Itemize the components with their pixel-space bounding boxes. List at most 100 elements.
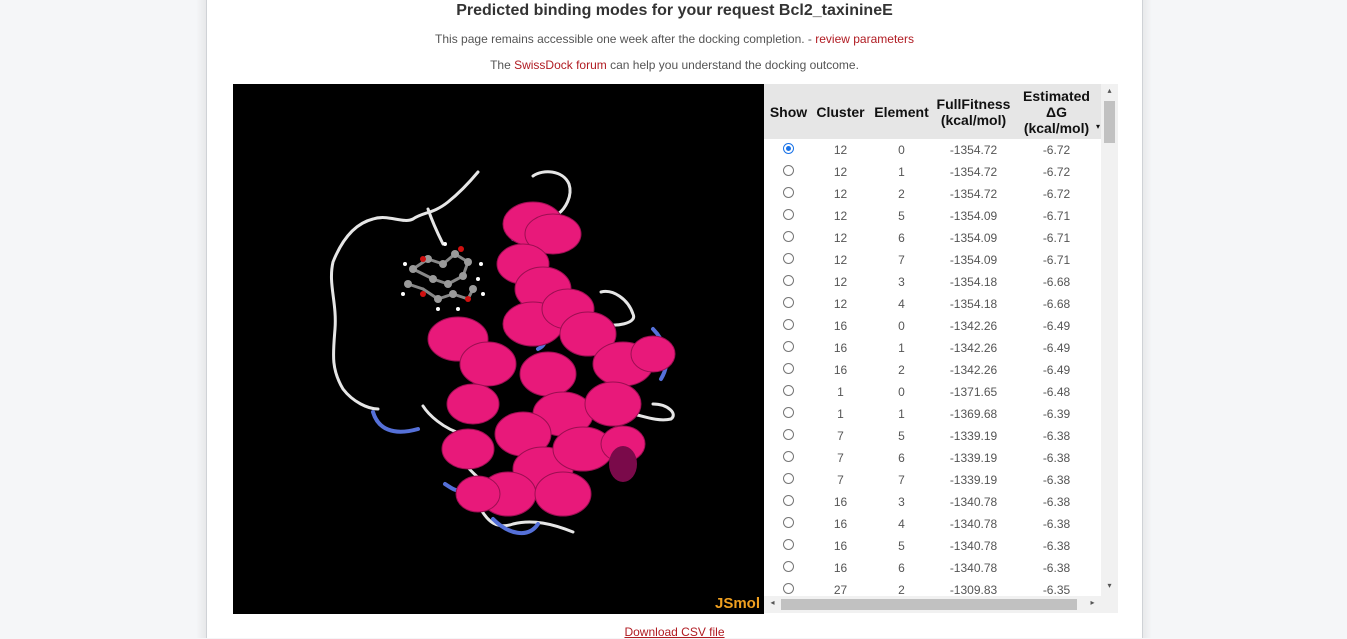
swissdock-forum-link[interactable]: SwissDock forum xyxy=(514,58,607,72)
show-radio-button[interactable] xyxy=(783,187,794,198)
show-radio-button[interactable] xyxy=(783,517,794,528)
fullfitness-cell: -1340.78 xyxy=(949,539,998,553)
show-cell xyxy=(764,539,813,553)
table-row[interactable]: 16 6 -1340.78 -6.38 xyxy=(764,557,1101,579)
cluster-cell: 7 xyxy=(837,473,844,487)
vertical-scroll-thumb[interactable] xyxy=(1104,101,1115,143)
element-cell: 6 xyxy=(898,231,905,245)
show-radio-button[interactable] xyxy=(783,429,794,440)
show-radio-button[interactable] xyxy=(783,539,794,550)
estimated-dg-cell: -6.49 xyxy=(1042,341,1071,355)
estimated-dg-cell: -6.71 xyxy=(1042,231,1071,245)
estimated-dg-cell: -6.38 xyxy=(1042,429,1071,443)
scroll-left-arrow-icon[interactable]: ◂ xyxy=(770,598,775,607)
table-row[interactable]: 12 0 -1354.72 -6.72 xyxy=(764,139,1101,161)
show-radio-button[interactable] xyxy=(783,341,794,352)
table-row[interactable]: 7 5 -1339.19 -6.38 xyxy=(764,425,1101,447)
show-cell xyxy=(764,363,813,377)
fullfitness-cell: -1342.26 xyxy=(949,319,998,333)
estimated-dg-cell: -6.49 xyxy=(1042,363,1071,377)
table-row[interactable]: 1 0 -1371.65 -6.48 xyxy=(764,381,1101,403)
cluster-cell: 12 xyxy=(833,253,848,267)
table-row[interactable]: 16 1 -1342.26 -6.49 xyxy=(764,337,1101,359)
review-parameters-link[interactable]: review parameters xyxy=(815,32,914,46)
show-cell xyxy=(764,473,813,487)
horizontal-scroll-thumb[interactable] xyxy=(781,599,1077,610)
cluster-cell: 27 xyxy=(833,583,848,597)
show-cell xyxy=(764,253,813,267)
show-radio-button[interactable] xyxy=(783,297,794,308)
table-row[interactable]: 12 6 -1354.09 -6.71 xyxy=(764,227,1101,249)
table-row[interactable]: 1 1 -1369.68 -6.39 xyxy=(764,403,1101,425)
table-row[interactable]: 16 4 -1340.78 -6.38 xyxy=(764,513,1101,535)
cluster-cell: 16 xyxy=(833,561,848,575)
element-cell: 3 xyxy=(898,275,905,289)
show-radio-button[interactable] xyxy=(783,319,794,330)
fullfitness-cell: -1354.18 xyxy=(949,275,998,289)
table-row[interactable]: 12 2 -1354.72 -6.72 xyxy=(764,183,1101,205)
scroll-right-arrow-icon[interactable]: ▸ xyxy=(1090,598,1095,607)
show-radio-button[interactable] xyxy=(783,253,794,264)
show-radio-button[interactable] xyxy=(783,143,794,154)
table-row[interactable]: 16 2 -1342.26 -6.49 xyxy=(764,359,1101,381)
show-radio-button[interactable] xyxy=(783,407,794,418)
show-radio-button[interactable] xyxy=(783,561,794,572)
horizontal-scrollbar[interactable]: ◂ ▸ xyxy=(764,596,1118,613)
table-row[interactable]: 7 7 -1339.19 -6.38 xyxy=(764,469,1101,491)
column-header-show[interactable]: Show xyxy=(769,103,808,120)
jsmol-viewer[interactable]: JSmol xyxy=(233,84,764,614)
show-radio-button[interactable] xyxy=(783,363,794,374)
table-row[interactable]: 12 4 -1354.18 -6.68 xyxy=(764,293,1101,315)
estimated-dg-cell: -6.38 xyxy=(1042,473,1071,487)
show-radio-button[interactable] xyxy=(783,275,794,286)
column-header-element[interactable]: Element xyxy=(874,103,929,120)
element-cell: 2 xyxy=(898,363,905,377)
table-row[interactable]: 27 2 -1309.83 -6.35 xyxy=(764,579,1101,601)
cluster-cell: 16 xyxy=(833,319,848,333)
scroll-up-arrow-icon[interactable]: ▴ xyxy=(1107,86,1112,95)
table-row[interactable]: 7 6 -1339.19 -6.38 xyxy=(764,447,1101,469)
table-row[interactable]: 12 5 -1354.09 -6.71 xyxy=(764,205,1101,227)
results-page: Predicted binding modes for your request… xyxy=(206,0,1143,639)
show-radio-button[interactable] xyxy=(783,583,794,594)
element-cell: 5 xyxy=(898,209,905,223)
show-radio-button[interactable] xyxy=(783,385,794,396)
cluster-cell: 16 xyxy=(833,495,848,509)
column-header-cluster[interactable]: Cluster xyxy=(816,103,865,120)
protein-structure-render xyxy=(329,170,676,535)
cluster-cell: 16 xyxy=(833,539,848,553)
estimated-dg-cell: -6.71 xyxy=(1042,253,1071,267)
element-cell: 3 xyxy=(898,495,905,509)
show-radio-button[interactable] xyxy=(783,165,794,176)
column-header-estimated-dg[interactable]: Estimated ΔG (kcal/mol) xyxy=(1012,84,1101,139)
estimated-dg-cell: -6.68 xyxy=(1042,297,1071,311)
table-row[interactable]: 16 3 -1340.78 -6.38 xyxy=(764,491,1101,513)
table-row[interactable]: 16 0 -1342.26 -6.49 xyxy=(764,315,1101,337)
scroll-down-arrow-icon[interactable]: ▾ xyxy=(1107,581,1112,590)
table-row[interactable]: 12 3 -1354.18 -6.68 xyxy=(764,271,1101,293)
cluster-cell: 16 xyxy=(833,363,848,377)
fullfitness-cell: -1342.26 xyxy=(949,341,998,355)
element-cell: 6 xyxy=(898,561,905,575)
table-row[interactable]: 16 5 -1340.78 -6.38 xyxy=(764,535,1101,557)
table-row[interactable]: 12 7 -1354.09 -6.71 xyxy=(764,249,1101,271)
estimated-dg-cell: -6.38 xyxy=(1042,539,1071,553)
table-row[interactable]: 12 1 -1354.72 -6.72 xyxy=(764,161,1101,183)
show-cell xyxy=(764,275,813,289)
vertical-scrollbar[interactable]: ▴ ▾ xyxy=(1101,84,1118,596)
binding-modes-table: Show Cluster Element FullFitness (kcal/m… xyxy=(764,84,1118,614)
show-radio-button[interactable] xyxy=(783,473,794,484)
show-cell xyxy=(764,319,813,333)
show-radio-button[interactable] xyxy=(783,451,794,462)
estimated-dg-cell: -6.48 xyxy=(1042,385,1071,399)
show-radio-button[interactable] xyxy=(783,231,794,242)
show-cell xyxy=(764,187,813,201)
show-cell xyxy=(764,385,813,399)
fullfitness-cell: -1354.18 xyxy=(949,297,998,311)
download-csv-link[interactable]: Download CSV file xyxy=(624,625,725,639)
estimated-dg-cell: -6.49 xyxy=(1042,319,1071,333)
column-header-fullfitness[interactable]: FullFitness (kcal/mol) xyxy=(935,84,1012,139)
estimated-dg-cell: -6.71 xyxy=(1042,209,1071,223)
show-radio-button[interactable] xyxy=(783,209,794,220)
show-radio-button[interactable] xyxy=(783,495,794,506)
